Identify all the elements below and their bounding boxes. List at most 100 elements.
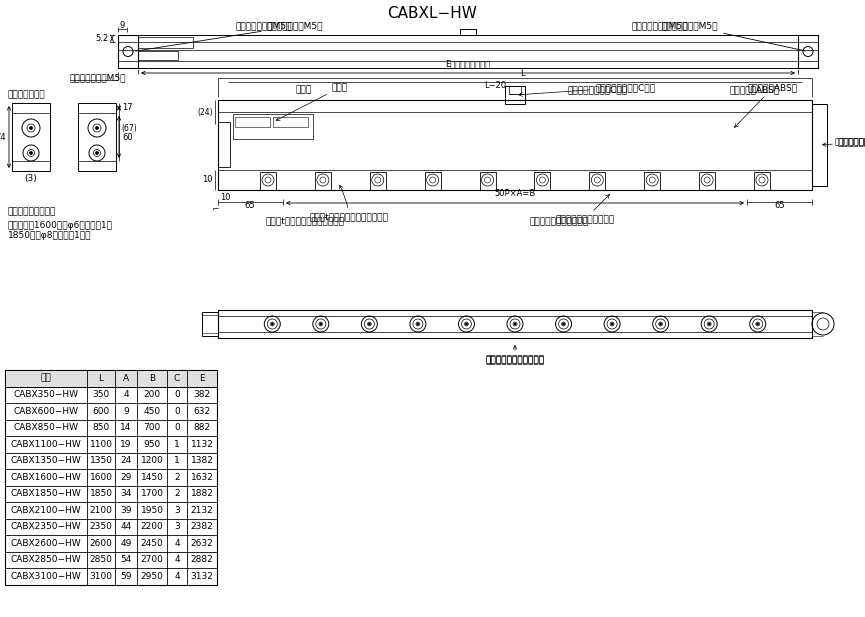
Text: 放電対極（ステンレス）: 放電対極（ステンレス） [530,218,589,226]
Text: 1850: 1850 [89,489,112,499]
Text: CABX2100−HW: CABX2100−HW [10,506,81,515]
Text: CABX1100−HW: CABX1100−HW [10,440,81,449]
Text: CABX2600−HW: CABX2600−HW [10,539,81,548]
Text: 1632: 1632 [190,473,214,482]
Text: 54: 54 [120,555,131,565]
Text: 34: 34 [120,489,131,499]
Circle shape [95,152,99,154]
Bar [644,172,660,190]
Circle shape [417,323,420,325]
Bar [138,37,193,48]
Bar [202,312,218,336]
Text: 電極本体（ABS）: 電極本体（ABS） [730,86,780,94]
Text: 1100: 1100 [89,440,112,449]
Text: 3: 3 [174,522,180,531]
Text: 17: 17 [122,104,132,112]
Text: CABX2850−HW: CABX2850−HW [10,555,81,565]
Bar [509,86,521,94]
Text: 1200: 1200 [140,456,163,465]
Text: L−20: L−20 [484,81,506,91]
Text: 382: 382 [194,390,210,399]
Bar [589,172,606,190]
Text: 24: 24 [120,456,131,465]
Text: 14: 14 [120,423,131,433]
Bar [218,310,812,338]
Text: 表示境: 表示境 [295,86,311,94]
Text: 3: 3 [174,506,180,515]
Text: 19: 19 [120,440,131,449]
Bar [535,172,550,190]
Text: 0: 0 [174,423,180,433]
Text: 49: 49 [120,539,131,548]
Text: 2600: 2600 [90,539,112,548]
Bar [218,100,812,190]
Text: 端面ブラケット: 端面ブラケット [835,138,865,146]
Bar [460,29,476,35]
Text: 0: 0 [174,390,180,399]
Text: 電源・信号コネクタ: 電源・信号コネクタ [8,207,56,217]
Text: 450: 450 [144,407,161,416]
Text: 2850: 2850 [90,555,112,565]
Text: CABX600−HW: CABX600−HW [14,407,79,416]
Text: 2100: 2100 [90,506,112,515]
Bar [78,103,116,171]
Text: 2200: 2200 [141,522,163,531]
Bar [798,35,818,68]
Bar [218,122,230,167]
Text: 1: 1 [174,456,180,465]
Text: 1450: 1450 [140,473,163,482]
Bar [812,104,827,186]
Text: 950: 950 [144,440,161,449]
Bar [425,172,440,190]
Bar [5,370,217,584]
Text: 本体取付用穴　M5用: 本体取付用穴 M5用 [136,22,324,51]
Text: 9: 9 [123,407,129,416]
Circle shape [659,323,662,325]
Bar [138,51,178,60]
Bar [233,114,313,139]
Text: 50P×A=B: 50P×A=B [495,189,535,198]
Text: 本体取付用穴　M5用: 本体取付用穴 M5用 [235,22,292,30]
Text: L: L [99,374,104,383]
Text: 10: 10 [202,175,213,184]
Text: 2700: 2700 [140,555,163,565]
Text: 2882: 2882 [190,555,214,565]
Text: CABX1850−HW: CABX1850−HW [10,489,81,499]
Text: 200: 200 [144,390,161,399]
Circle shape [611,323,613,325]
Text: エア継手（1600以下φ6用両端と1個: エア継手（1600以下φ6用両端と1個 [8,220,113,230]
Text: 放電鷛tノズル（大流量タイプ）: 放電鷛tノズル（大流量タイプ） [265,218,344,226]
Text: 放電対極（ステンレス）: 放電対極（ステンレス） [555,194,614,224]
Text: 65: 65 [775,202,785,210]
Text: 2950: 2950 [140,572,163,581]
Text: CABX350−HW: CABX350−HW [14,390,79,399]
Text: 29: 29 [120,473,131,482]
Text: 2382: 2382 [190,522,214,531]
Circle shape [271,323,273,325]
Text: 端面ブラケット: 端面ブラケット [823,138,865,147]
Text: 1850以上φ8用両端と1個）: 1850以上φ8用両端と1個） [8,231,92,239]
Text: 本体取付用穴　M5用: 本体取付用穴 M5用 [632,22,689,30]
Bar [369,172,386,190]
Text: CABX850−HW: CABX850−HW [14,423,79,433]
Text: 65: 65 [245,202,255,210]
Circle shape [29,126,33,130]
Bar [118,35,818,68]
Text: 44: 44 [120,522,131,531]
Text: B: B [149,374,155,383]
Text: 電極本体（ABS）: 電極本体（ABS） [734,83,798,128]
Text: 59: 59 [120,572,131,581]
Text: CABX1600−HW: CABX1600−HW [10,473,81,482]
Text: 850: 850 [93,423,110,433]
Text: 2: 2 [174,489,180,499]
Text: 9: 9 [120,20,125,30]
Bar [12,103,50,171]
Text: 1132: 1132 [190,440,214,449]
Text: 直角取付の場合: 直角取付の場合 [8,91,46,99]
Bar [235,117,270,127]
Text: (24): (24) [197,107,213,117]
Text: 4: 4 [174,572,180,581]
Text: CABX1350−HW: CABX1350−HW [10,456,81,465]
Circle shape [95,126,99,130]
Text: 2632: 2632 [190,539,214,548]
